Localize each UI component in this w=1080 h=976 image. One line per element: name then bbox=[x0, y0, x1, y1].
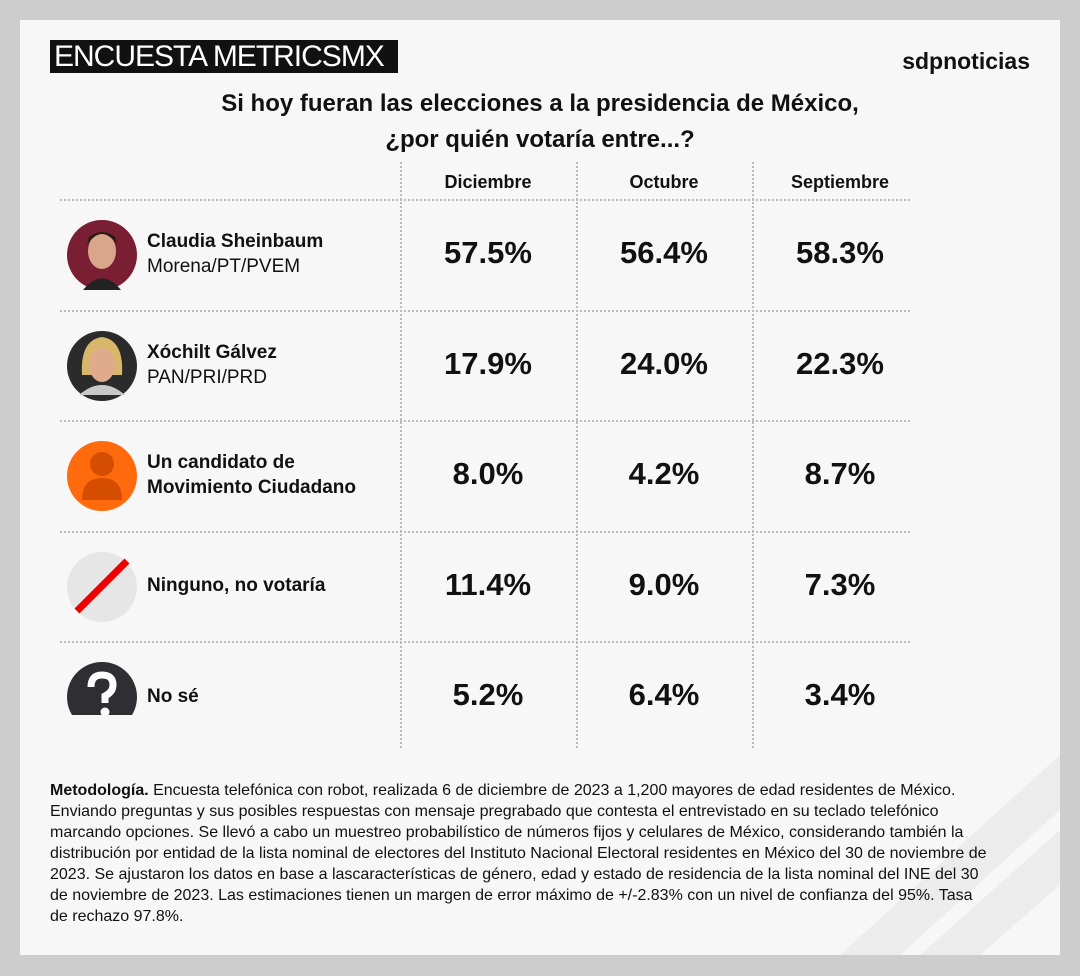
percentage: 8.7% bbox=[804, 456, 876, 492]
percentage: 17.9% bbox=[444, 345, 532, 381]
row-divider bbox=[60, 309, 910, 312]
column-header: Octubre bbox=[629, 172, 699, 192]
percentage: 56.4% bbox=[620, 235, 708, 271]
percentage: 6.4% bbox=[628, 677, 700, 713]
decor bbox=[840, 755, 1060, 955]
candidate: Ninguno, no votaría bbox=[147, 560, 397, 612]
methodology-text: Encuesta telefónica con robot, realizada… bbox=[50, 782, 987, 925]
candidate: Claudia Sheinbaum Morena/PT/PVEM bbox=[147, 228, 397, 280]
badge: ENCUESTA METRICSMX bbox=[50, 40, 398, 73]
row-divider bbox=[60, 530, 910, 533]
percentage: 9.0% bbox=[628, 566, 700, 602]
candidate-name: Ninguno, no votaría bbox=[147, 575, 326, 597]
percentage: 7.3% bbox=[804, 566, 876, 602]
candidate: Xóchilt Gálvez PAN/PRI/PRD bbox=[147, 339, 397, 391]
methodology-label: Metodología. bbox=[50, 782, 149, 799]
row-divider bbox=[60, 199, 910, 201]
percentage: 58.3% bbox=[796, 235, 884, 271]
row-divider bbox=[60, 641, 910, 643]
candidate: No sé bbox=[147, 670, 397, 722]
candidate: Un candidato de Movimiento Ciudadano bbox=[147, 449, 397, 501]
divider bbox=[400, 162, 402, 748]
column-header: Diciembre bbox=[444, 172, 532, 192]
percentage: 8.0% bbox=[452, 456, 524, 492]
candidate-name: Un candidato de Movimiento Ciudadano bbox=[147, 452, 356, 499]
percentage: 3.4% bbox=[804, 677, 876, 713]
card: ENCUESTA METRICSMX sdpnoticias Si hoy fu… bbox=[20, 20, 1060, 955]
candidate-party: PAN/PRI/PRD bbox=[147, 366, 268, 388]
percentage: 5.2% bbox=[452, 677, 524, 713]
candidate-name: Claudia Sheinbaum bbox=[147, 231, 324, 253]
title: Si hoy fueran las elecciones a la presid… bbox=[221, 90, 859, 117]
percentage: 11.4% bbox=[444, 566, 532, 602]
percentage: 22.3% bbox=[796, 345, 884, 381]
percentage: 24.0% bbox=[620, 345, 708, 381]
row-divider bbox=[60, 420, 910, 422]
percentage: 4.2% bbox=[628, 456, 700, 492]
percentage: 57.5% bbox=[444, 235, 532, 271]
brand: sdpnoticias bbox=[902, 48, 1030, 74]
candidate-name: No sé bbox=[147, 685, 199, 707]
candidate-party: Morena/PT/PVEM bbox=[147, 256, 301, 278]
column-header: Septiembre bbox=[790, 172, 890, 192]
title: ¿por quién votaría entre...? bbox=[385, 126, 695, 153]
methodology: Metodología. Encuesta telefónica con rob… bbox=[50, 780, 990, 927]
divider bbox=[752, 162, 754, 748]
divider bbox=[576, 162, 578, 748]
icons bbox=[67, 220, 137, 715]
candidate-name: Xóchilt Gálvez bbox=[147, 341, 277, 363]
